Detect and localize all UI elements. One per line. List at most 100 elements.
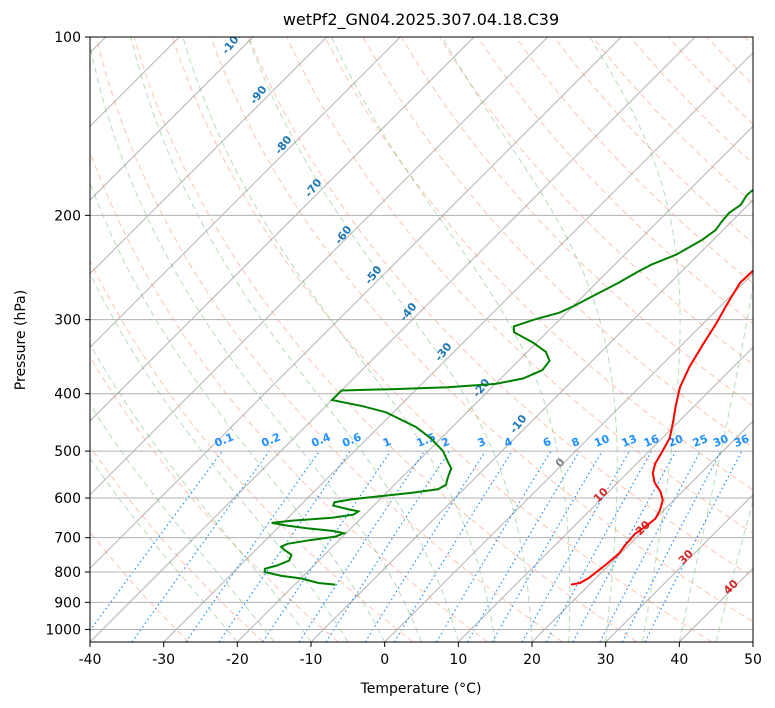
background-lines [90,37,753,642]
y-tick-label: 700 [54,531,81,547]
isotherm-line [90,37,622,570]
moist-adiabat-line [130,37,459,642]
mixing-ratio-label: 3 [476,435,488,450]
y-tick-label: 300 [54,313,81,329]
x-tick-label: 30 [597,652,615,668]
y-axis-title: Pressure (hPa) [13,290,29,390]
moist-adiabat-line [90,403,275,642]
x-axis-title: Temperature (°C) [360,681,482,697]
dry-adiabat-line [248,37,753,578]
moist-adiabat-line [589,37,681,642]
mixing-ratio-label: 36 [732,432,751,450]
isotherm-line [90,37,696,642]
mixing-ratio-label: 0.2 [260,431,283,450]
mixing-ratio-label: 1.5 [415,431,438,450]
isotherm-line [90,37,475,422]
dry-adiabat-label: -10 [507,412,530,436]
pressure-gridlines [90,37,753,630]
isotherm-line [90,37,328,275]
mixing-ratio-label: 2 [439,435,451,450]
isotherm-line [457,346,753,642]
mixing-ratio-line [435,450,552,642]
dewpoint-profile-line [263,188,753,586]
dry-adiabat-line [438,37,753,366]
y-tick-label: 800 [54,565,81,581]
x-tick-label: 0 [380,652,389,668]
mixing-ratio-line [644,450,743,642]
mixing-ratio-label: 4 [502,435,514,450]
isotherm-line [384,272,753,642]
dry-adiabat-line [133,37,638,642]
moist-adiabat-label: 40 [721,577,741,597]
mixing-ratio-line [131,450,270,642]
mixing-ratio-line [393,450,513,642]
mixing-ratio-label: 1 [381,435,393,450]
dry-adiabat-label: -20 [470,376,493,400]
y-tick-label: 400 [54,387,81,403]
mixing-ratio-line [599,450,702,642]
moist-adiabat-line [715,499,753,642]
y-tick-label: 200 [54,208,81,224]
isotherm-line [163,51,753,642]
dry-adiabat-label: -30 [432,340,455,364]
mixing-ratio-label: 6 [541,435,553,450]
plot-frame [89,36,754,643]
dry-adiabat-line [744,37,753,47]
mixing-ratio-label: 30 [711,432,730,450]
mixing-ratio-label: 25 [691,432,710,450]
mixing-ratio-label: 16 [642,432,661,450]
moist-adiabat-label: 30 [676,547,696,567]
moist-adiabat-line [441,37,618,642]
x-tick-label: 20 [523,652,541,668]
dry-adiabat-line [171,37,712,642]
moist-adiabat-line [331,37,571,642]
x-tick-label: -20 [226,652,249,668]
y-tick-label: 600 [54,491,81,507]
x-tick-label: 50 [744,652,762,668]
y-tick-label: 100 [54,30,81,46]
y-tick-label: 500 [54,444,81,460]
dry-adiabat-line [90,445,264,642]
dry-adiabat-line [324,37,753,491]
mixing-ratio-line [90,450,223,632]
mixing-ratio-label: 10 [592,432,611,450]
mixing-ratio-line [262,450,392,642]
moist-adiabat-line [678,280,753,642]
isotherm-line [90,37,401,349]
dry-adiabat-line [515,37,753,284]
mixing-ratio-line [218,450,351,642]
moist-adiabat-line [90,42,422,642]
dry-adiabat-line [90,259,414,642]
moist-adiabat-line [90,271,349,642]
dry-adiabat-label: -100 [219,27,246,57]
y-tick-label: 1000 [45,622,81,638]
isotherm-line [90,37,549,496]
x-tick-label: -40 [79,652,102,668]
axes: -40 -30 -20 -10 0 10 20 30 40 5010020030040050060… [45,30,762,668]
x-tick-label: -30 [152,652,175,668]
mixing-ratio-line [325,450,450,642]
isotherm-line [531,420,753,642]
isotherm-line [605,493,753,642]
dry-adiabat-line [553,37,753,244]
dry-adiabat-line [90,150,488,642]
x-tick-label: -10 [300,652,323,668]
dry-adiabat-line [286,37,753,534]
isotherm-line [90,37,254,201]
isotherm-line [310,199,753,642]
dry-adiabat-label: -70 [302,176,325,200]
dry-adiabat-label: -60 [332,223,355,247]
dry-adiabat-label: -40 [397,300,420,324]
y-tick-label: 900 [54,595,81,611]
mixing-ratio-label: 8 [570,435,582,450]
isotherm-line [752,641,753,642]
moist-adiabat-line [247,37,533,642]
moist-adiabat-line [90,457,238,642]
moist-adiabat-line [90,181,386,642]
mixing-ratio-line [466,450,580,642]
mixing-ratio-label: 13 [620,432,639,450]
mixing-ratio-label: 0.4 [310,430,333,449]
mixing-ratio-line [298,450,425,642]
dry-adiabat-label: -80 [272,133,295,157]
